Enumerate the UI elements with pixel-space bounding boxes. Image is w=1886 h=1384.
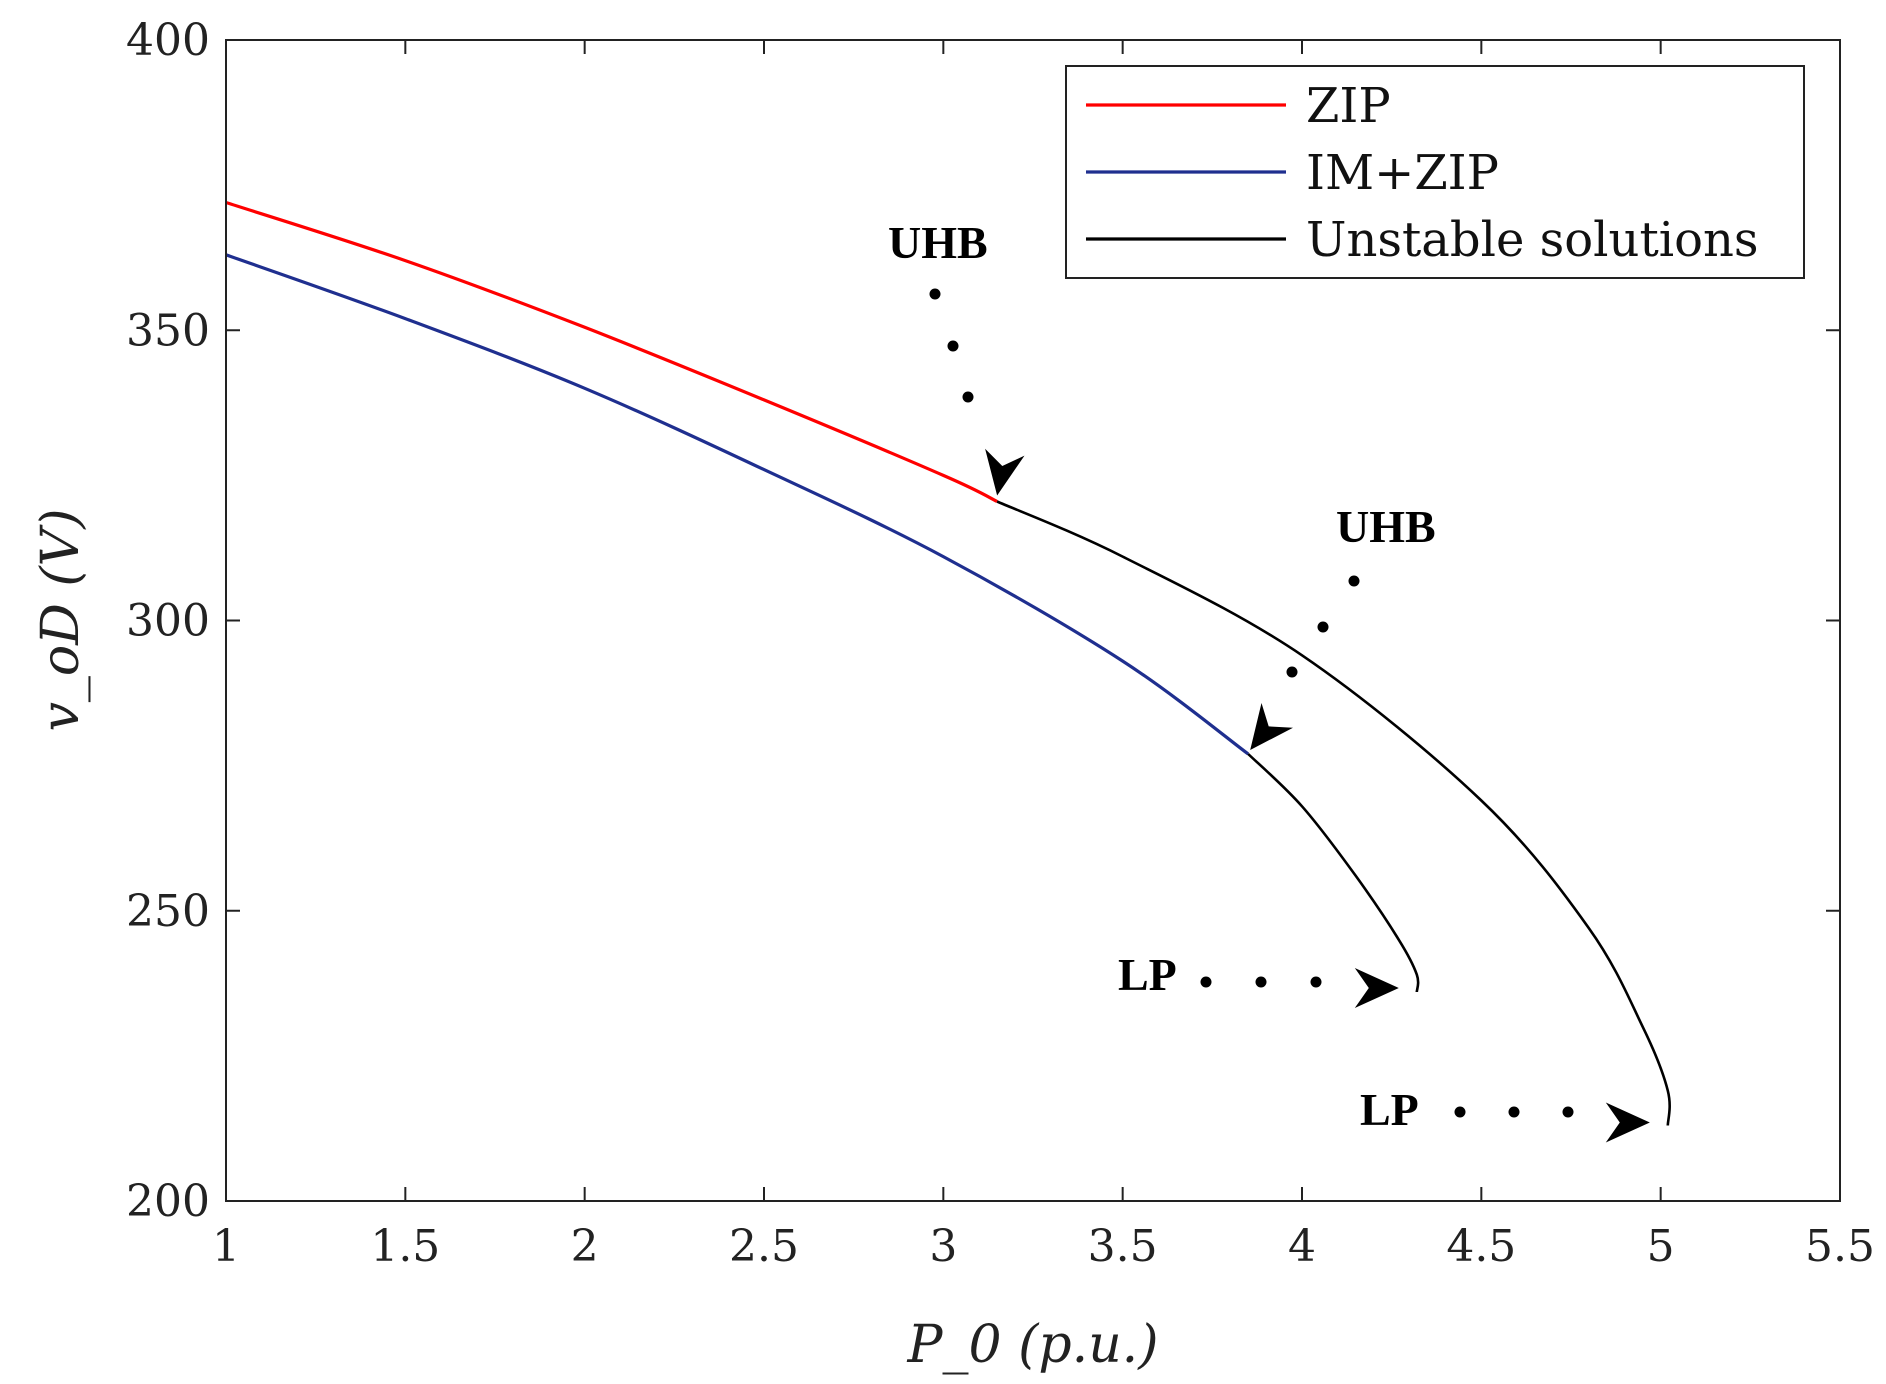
y-tick-label: 200 bbox=[126, 1176, 210, 1227]
series-line-unstable-solutions-2 bbox=[1247, 753, 1420, 993]
x-tick-label: 2.5 bbox=[729, 1221, 799, 1272]
annotation-arrow bbox=[1354, 968, 1399, 1008]
axes-layer: 1 1.5 2 2.5 3 3.5 4 4.5 5 5.5 200 250 300 350 400 bbox=[126, 15, 1875, 1272]
x-tick-label: 4 bbox=[1288, 1221, 1316, 1272]
annotation-label-uhb: UHB bbox=[888, 217, 988, 268]
y-tick-label: 300 bbox=[126, 596, 210, 647]
annotation-arrow bbox=[1605, 1102, 1650, 1143]
annotation-dot bbox=[929, 288, 941, 300]
x-axis-title: P_0 (p.u.) bbox=[906, 1315, 1158, 1375]
annotation-arrow bbox=[1250, 703, 1293, 751]
annotation-dot bbox=[1562, 1106, 1574, 1118]
series-line-unstable-solutions-1 bbox=[996, 500, 1671, 1126]
annotation-dot bbox=[1508, 1106, 1520, 1118]
legend: ZIP IM+ZIP Unstable solutions bbox=[1065, 65, 1805, 279]
x-tick-label: 4.5 bbox=[1446, 1221, 1516, 1272]
annotation-dot bbox=[1310, 976, 1322, 988]
legend-label: ZIP bbox=[1306, 78, 1391, 134]
series-line-im-zip bbox=[226, 253, 1250, 756]
x-tick-label: 5 bbox=[1647, 1221, 1675, 1272]
y-axis-title: v_oD (V) bbox=[31, 508, 91, 731]
x-tick-label: 1 bbox=[212, 1221, 240, 1272]
x-tick-label: 1.5 bbox=[370, 1221, 440, 1272]
annotation-arrow bbox=[985, 448, 1025, 496]
legend-label: IM+ZIP bbox=[1306, 145, 1499, 201]
y-tick-label: 350 bbox=[126, 305, 210, 356]
x-tick-label: 3.5 bbox=[1088, 1221, 1158, 1272]
annotation-dot bbox=[1317, 621, 1329, 633]
x-tick-label: 5.5 bbox=[1805, 1221, 1875, 1272]
annotation-label-uhb: UHB bbox=[1336, 501, 1436, 552]
x-tick-label: 2 bbox=[571, 1221, 599, 1272]
annotation-dot bbox=[962, 391, 974, 403]
annotation-dot bbox=[1255, 976, 1267, 988]
annotation-label-lp: LP bbox=[1360, 1084, 1419, 1135]
series-layer bbox=[226, 200, 1671, 1126]
annotation-layer: UHB UHB LP LP bbox=[888, 217, 1650, 1143]
legend-label: Unstable solutions bbox=[1306, 212, 1759, 268]
annotation-dot bbox=[1348, 575, 1360, 587]
annotation-dot bbox=[947, 340, 959, 352]
y-tick-label: 400 bbox=[126, 15, 210, 66]
y-tick-label: 250 bbox=[126, 886, 210, 937]
annotation-dot bbox=[1200, 976, 1212, 988]
x-tick-label: 3 bbox=[929, 1221, 957, 1272]
series-line-zip bbox=[226, 200, 998, 503]
annotation-label-lp: LP bbox=[1118, 949, 1177, 1000]
annotation-dot bbox=[1454, 1106, 1466, 1118]
annotation-dot bbox=[1286, 666, 1298, 678]
